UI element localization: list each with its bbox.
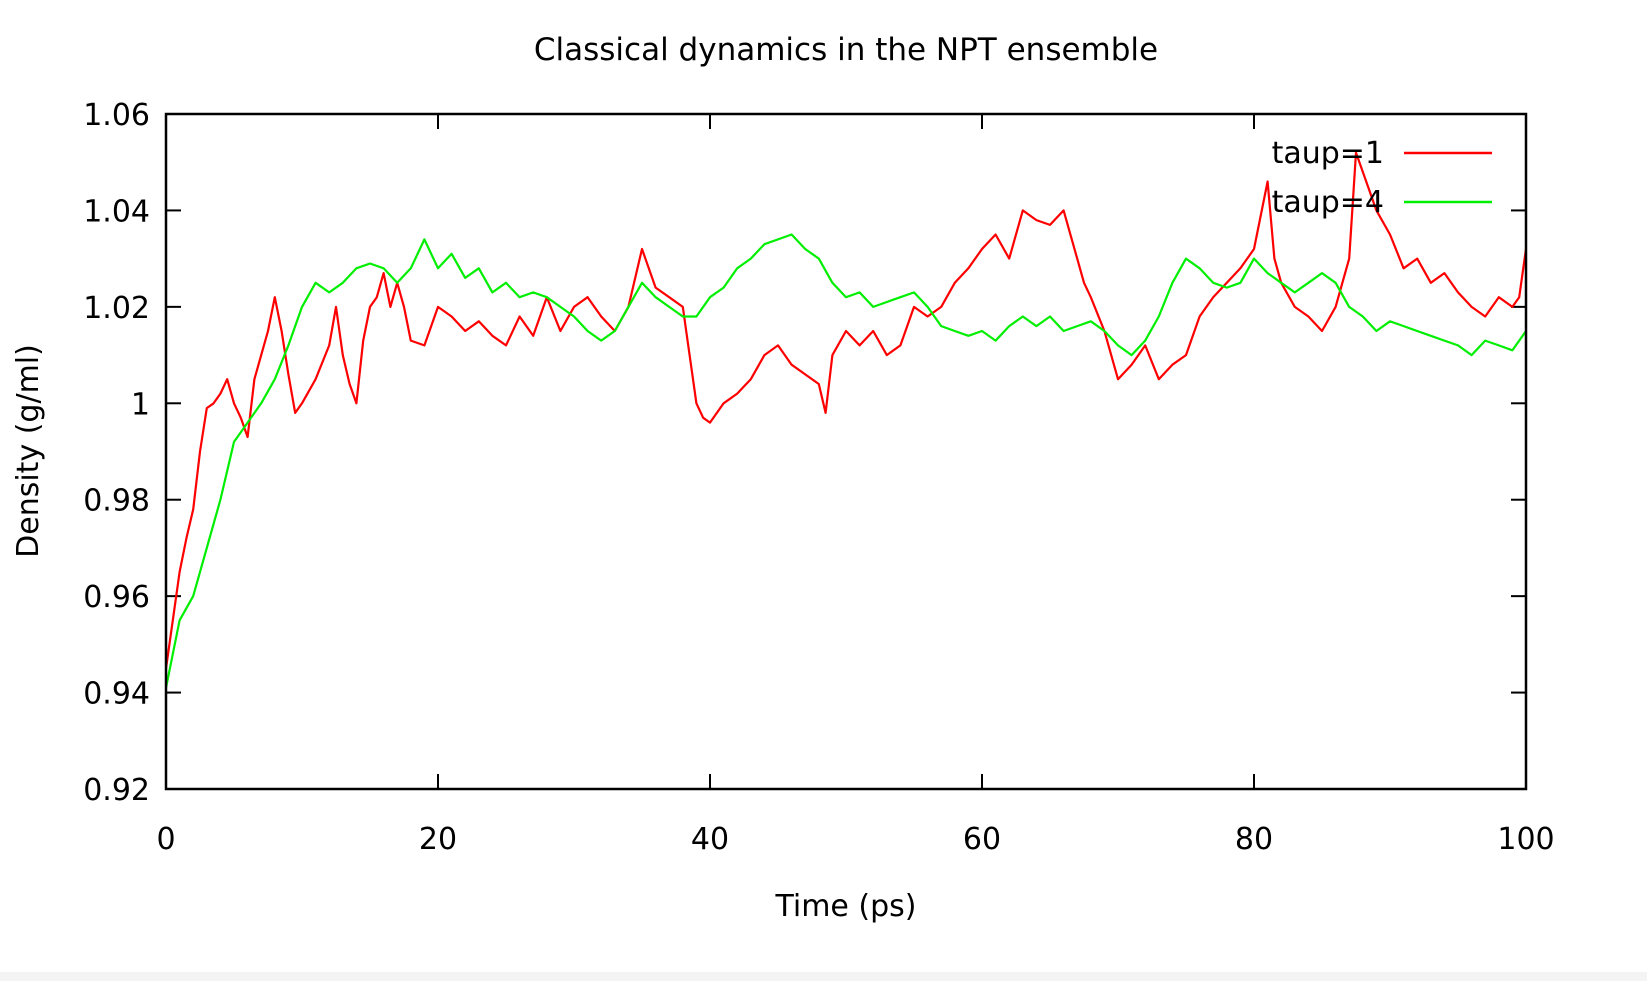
y-tick-label: 0.94 — [83, 677, 150, 712]
x-tick-label: 20 — [419, 822, 457, 857]
plot-frame — [164, 112, 1528, 791]
x-tick-label: 60 — [963, 822, 1001, 857]
x-tick-label: 0 — [156, 822, 175, 857]
y-tick-label: 0.96 — [83, 580, 150, 615]
x-tick-label: 100 — [1497, 822, 1554, 857]
chart-title: Classical dynamics in the NPT ensemble — [534, 32, 1158, 68]
y-tick-label: 0.92 — [83, 773, 150, 808]
y-tick-label: 1.02 — [83, 291, 150, 326]
y-tick-label: 1.06 — [83, 98, 150, 133]
bottom-strip — [0, 972, 1647, 981]
legend-label-1: taup=1 — [1272, 136, 1384, 171]
x-axis-label: Time (ps) — [774, 889, 916, 924]
legend-label-2: taup=4 — [1272, 185, 1384, 220]
y-tick-label: 1 — [131, 387, 150, 422]
y-axis-label: Density (g/ml) — [11, 344, 46, 558]
plot-area — [164, 151, 1528, 689]
tick-labels: 0 20 40 60 80 100 0.92 0.94 0.96 0.98 1 1.02 1.04 1.0… — [83, 98, 1554, 857]
y-tick-label: 0.98 — [83, 484, 150, 519]
series-line-1 — [164, 151, 1528, 669]
y-tick-label: 1.04 — [83, 194, 150, 229]
x-tick-label: 40 — [691, 822, 729, 857]
x-tick-label: 80 — [1235, 822, 1273, 857]
legend: taup=1 taup=4 — [1272, 136, 1492, 220]
series-line-2 — [164, 233, 1527, 689]
